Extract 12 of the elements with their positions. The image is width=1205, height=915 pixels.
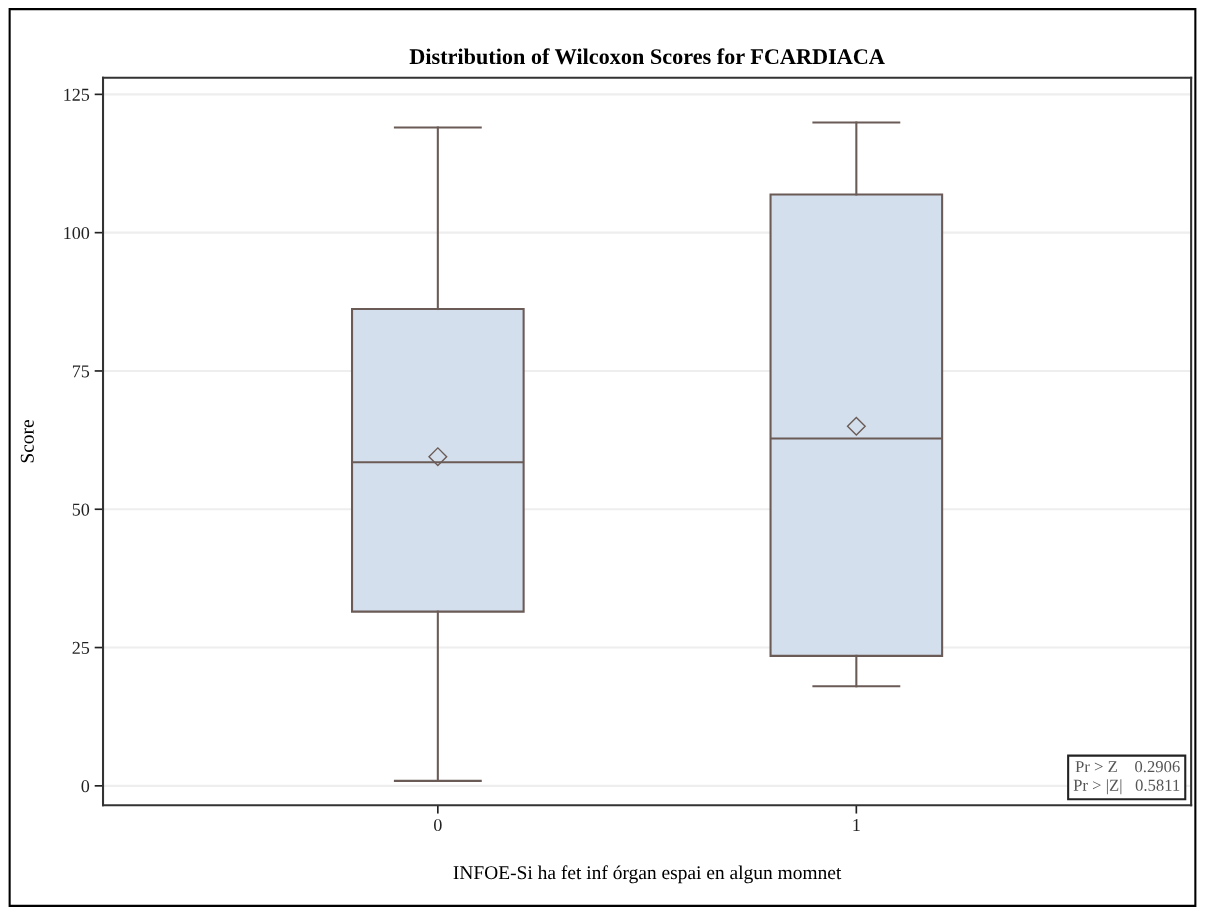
y-tick-label: 125 — [64, 88, 90, 101]
x-tick-label: 1 — [853, 819, 860, 831]
y-tick-label: 75 — [72, 365, 90, 378]
annotation: Pr > |Z| 0.5811 — [1073, 779, 1180, 795]
y-axis-title: Score — [20, 420, 34, 463]
y-tick-label: 25 — [72, 641, 90, 654]
y-tick-label: 50 — [72, 503, 90, 516]
y-tick-label: 0 — [81, 780, 90, 793]
annotation: Pr > Z 0.2906 — [1075, 761, 1180, 773]
chart-title: Distribution of Wilcoxon Scores for FCARDIACA — [409, 48, 885, 65]
x-axis-title: INFOE-Si ha fet inf órgan espai en algun momnet — [453, 865, 842, 884]
y-tick-label: 100 — [64, 226, 90, 240]
